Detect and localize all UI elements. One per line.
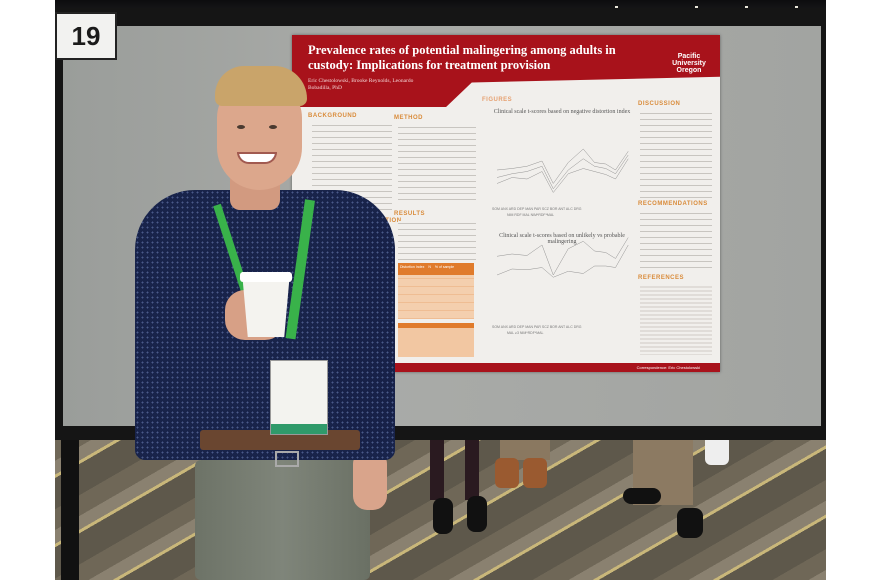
belt-buckle: [275, 451, 299, 467]
section-recommendations: RECOMMENDATIONS: [638, 201, 708, 207]
badge-strip: [271, 424, 327, 434]
person-right-hand: [353, 450, 387, 510]
chart2-x-labels: SOM ANX ARD DEP MAN PAR SCZ BOR ANT ALC …: [492, 325, 582, 329]
section-discussion: DISCUSSION: [638, 101, 681, 107]
table-header-cell: Distortion Index: [400, 265, 425, 269]
table-header: Distortion Index N % of sample: [398, 263, 474, 275]
chart2-series: [496, 237, 629, 276]
eye: [237, 125, 245, 129]
chart1-x-labels: SOM ANX ARD DEP MAN PAR SCZ BOR ANT ALC …: [492, 207, 582, 211]
poster-line-charts: [496, 148, 629, 278]
chart1-legend: NIM RDF MAL NIM*RDF*MAL: [507, 213, 555, 217]
results-text: [398, 221, 476, 261]
shoe: [523, 458, 547, 488]
board-leg: [61, 440, 79, 580]
section-figures: FIGURES: [482, 97, 513, 103]
shoe: [467, 496, 487, 532]
chart2-legend: MAL ≥3 NIM*RDF*MAL: [507, 331, 544, 335]
table-header-cell: % of sample: [434, 265, 455, 269]
poster-footer: Correspondence: Eric Chestolowski: [292, 363, 720, 372]
smile: [237, 152, 277, 164]
references-text: [640, 285, 712, 355]
coffee-cup: [242, 272, 290, 337]
results-table: Distortion Index N % of sample: [398, 263, 474, 319]
section-references: REFERENCES: [638, 275, 685, 281]
board-number-sign: 19: [55, 12, 117, 60]
photo: 19 Prevalence rates of potential malinge…: [55, 0, 826, 580]
background-person-leg: [465, 440, 479, 500]
poster-title: Prevalence rates of potential malingerin…: [308, 43, 616, 72]
person-pants: [195, 460, 370, 580]
section-results: RESULTS: [394, 211, 426, 217]
coffee-cup-lid: [240, 272, 292, 282]
table-header-cell: N: [428, 265, 431, 269]
person-right-arm: [335, 220, 395, 450]
chart2-title: Clinical scale t-scores based on unlikel…: [499, 233, 625, 245]
section-background: BACKGROUND: [308, 113, 357, 119]
name-badge: [270, 360, 328, 435]
results-table-2: [398, 323, 474, 357]
poster-authors: Eric Chestolowski, Brooke Reynolds, Leon…: [308, 78, 414, 91]
person-hair: [215, 66, 307, 106]
person-belt: [200, 430, 360, 450]
eye: [269, 125, 277, 129]
shoe: [433, 498, 453, 534]
university-logo: Pacific University Oregon: [672, 53, 706, 74]
recommendations-text: [640, 211, 712, 271]
chart2-series: [496, 244, 629, 278]
chart1-series: [496, 148, 629, 184]
background-person-leg: [430, 440, 444, 500]
shoe: [495, 458, 519, 488]
chart1-title: Clinical scale t-scores based on negativ…: [493, 109, 631, 115]
discussion-text: [640, 111, 712, 201]
chart1-series: [496, 158, 629, 193]
shoe: [677, 508, 703, 538]
shoe: [623, 488, 661, 504]
section-method: METHOD: [394, 115, 423, 121]
shoe: [705, 435, 729, 465]
chart1-series: [496, 154, 629, 190]
method-text: [398, 125, 476, 205]
background-person-leg: [500, 440, 550, 460]
